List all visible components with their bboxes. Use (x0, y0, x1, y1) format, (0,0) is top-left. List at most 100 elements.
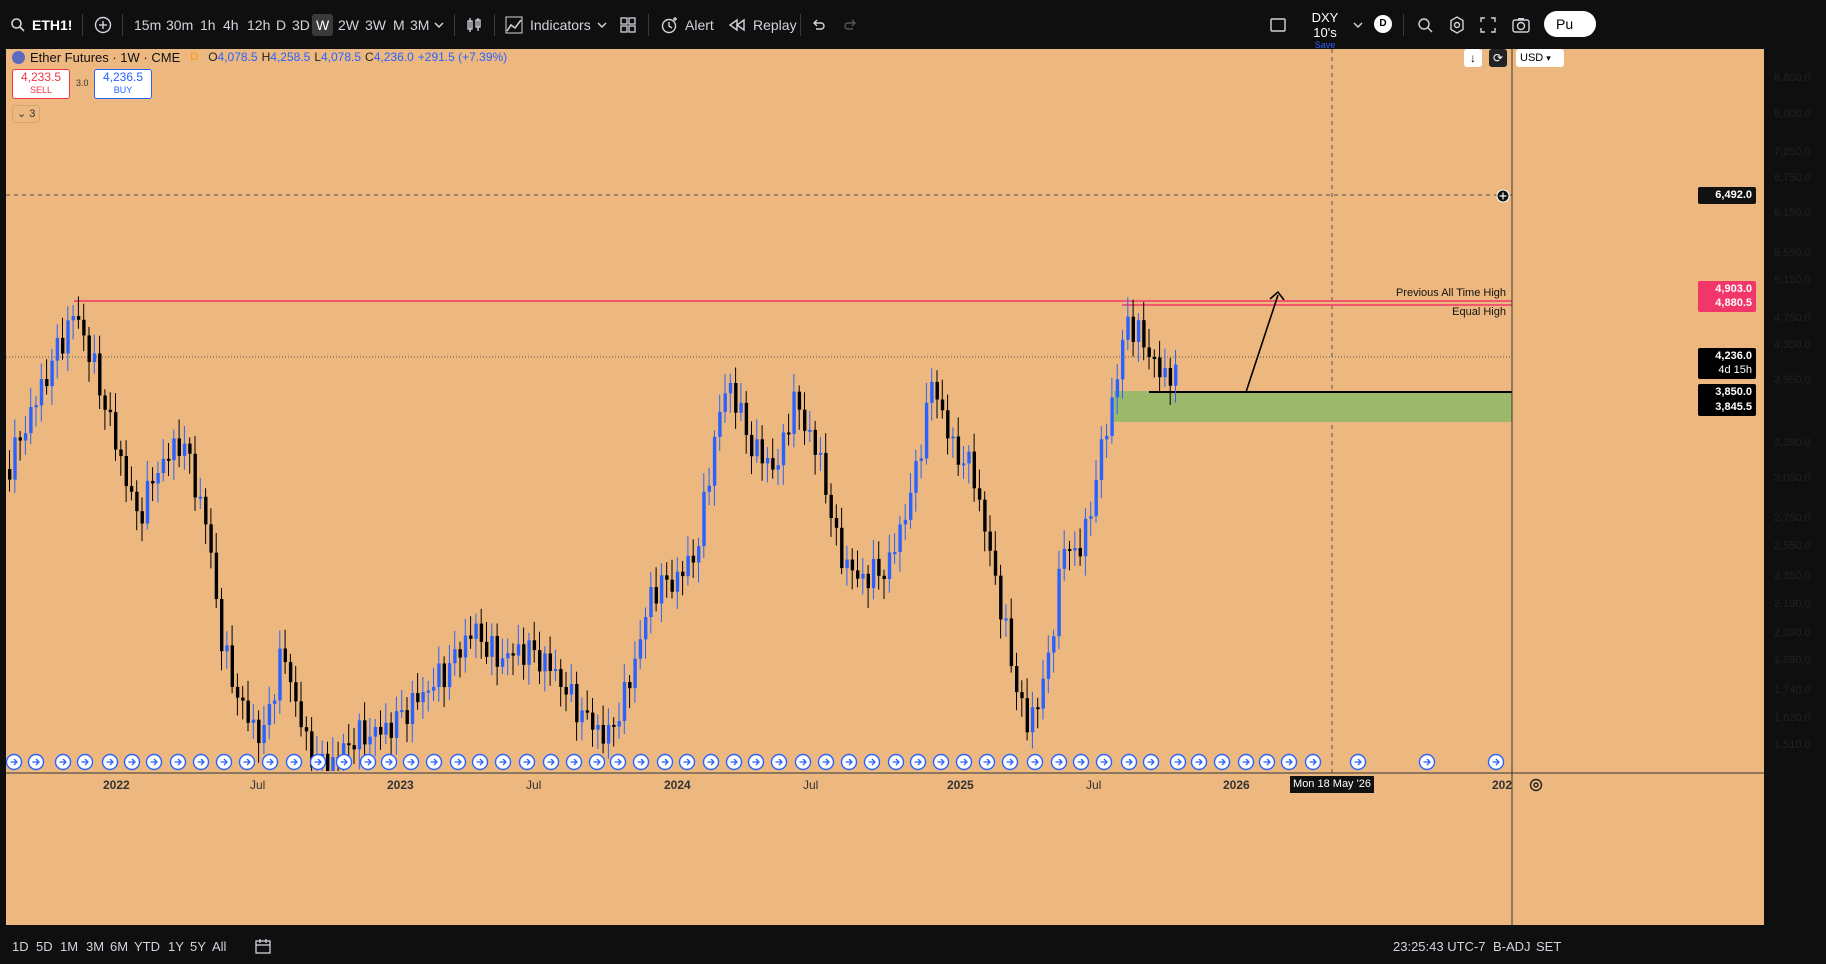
support-top-label: 3,850.0 (1698, 384, 1756, 401)
event-arrowhead-icon (895, 758, 900, 766)
chevron-down-icon (1353, 21, 1363, 28)
candle-body (893, 552, 897, 555)
range-6m[interactable]: 6M (110, 939, 129, 954)
open-value: 4,078.5 (217, 50, 258, 64)
replay-button[interactable]: Replay (728, 0, 797, 49)
quick-search-button[interactable] (1416, 0, 1434, 49)
range-ytd[interactable]: YTD (134, 939, 160, 954)
candle-body (707, 485, 711, 492)
goto-date-button[interactable] (255, 938, 271, 956)
candle-body (606, 724, 611, 744)
candle-body (967, 451, 971, 464)
annotation-previous-ath: Previous All Time High (1396, 287, 1506, 299)
sell-button[interactable]: 4,233.5 SELL (12, 69, 70, 99)
event-arrowhead-icon (317, 758, 322, 766)
candle-body (357, 720, 362, 750)
currency-select[interactable]: USD ▾ (1516, 49, 1564, 67)
arrow-down-icon: ↓ (1470, 51, 1476, 65)
indicators-button[interactable]: Indicators (505, 0, 591, 49)
candle-body (834, 517, 839, 528)
timeframe-4h[interactable]: 4h (223, 17, 239, 33)
timeframe-2w[interactable]: 2W (338, 17, 359, 33)
publish-button[interactable]: Pu (1544, 11, 1596, 37)
avatar[interactable]: D (1374, 15, 1392, 33)
redo-button[interactable] (843, 0, 859, 49)
timeframe-3m[interactable]: 3M (410, 17, 430, 33)
legend-title[interactable]: Ether Futures · 1W · CME (30, 49, 181, 65)
range-1d[interactable]: 1D (12, 939, 29, 954)
candle-body (612, 724, 616, 727)
chart-settings-button[interactable] (1528, 777, 1546, 795)
timeframe-30m[interactable]: 30m (166, 17, 194, 33)
layout-dropdown[interactable] (1352, 0, 1364, 49)
price-tick: 6,150.0 (1774, 207, 1811, 219)
range-3m[interactable]: 3M (86, 939, 105, 954)
timeframe-d[interactable]: D (276, 17, 287, 33)
candle-body (750, 434, 754, 457)
event-arrowhead-icon (802, 758, 807, 766)
candle-body (225, 645, 229, 652)
indicators-label: Indicators (530, 16, 591, 33)
candle-body (882, 575, 886, 580)
sell-price: 4,233.5 (20, 70, 62, 84)
symbol-search[interactable]: ETH1! (10, 0, 72, 49)
candle-body (463, 635, 468, 658)
timeframe-1h[interactable]: 1h (200, 17, 216, 33)
timeframe-w[interactable]: W (312, 14, 334, 36)
chart-type-button[interactable] (465, 0, 483, 49)
templates-button[interactable] (620, 0, 636, 49)
fullscreen-button[interactable] (1480, 0, 1496, 49)
timeframe-12h[interactable]: 12h (247, 17, 271, 33)
gear-icon (1529, 778, 1543, 792)
candle-body (516, 644, 521, 656)
event-arrowhead-icon (940, 758, 945, 766)
candle-body (935, 381, 939, 400)
settings-button[interactable] (1448, 0, 1466, 49)
timeframe-15m[interactable]: 15m (134, 17, 162, 33)
candle-body (1062, 548, 1067, 569)
buy-label: BUY (113, 85, 133, 95)
session-toggle[interactable]: SET (1536, 939, 1562, 954)
range-5d[interactable]: 5D (36, 939, 53, 954)
buy-button[interactable]: 4,236.5 BUY (94, 69, 152, 99)
compare-button[interactable] (94, 0, 112, 49)
event-arrowhead-icon (1426, 758, 1431, 766)
candle-body (177, 438, 181, 456)
auto-scale-button[interactable]: ⟳ (1489, 49, 1507, 67)
undo-icon (813, 19, 825, 30)
candle-body (474, 623, 478, 639)
event-arrowhead-icon (13, 758, 18, 766)
range-1y[interactable]: 1Y (168, 939, 184, 954)
undo-button[interactable] (810, 0, 826, 49)
layout-name-button[interactable]: DXY 10's Save (1300, 10, 1350, 50)
chart-pane[interactable]: Previous All Time High Equal High Ether … (6, 49, 1811, 925)
candle-body (622, 682, 627, 722)
scroll-down-button[interactable]: ↓ (1464, 49, 1482, 67)
timeframe-dropdown[interactable] (433, 0, 445, 49)
adjustment-toggle[interactable]: B-ADJ (1493, 939, 1531, 954)
range-1m[interactable]: 1M (60, 939, 79, 954)
timeframe-3d[interactable]: 3D (292, 17, 310, 33)
range-all[interactable]: All (212, 939, 227, 954)
range-5y[interactable]: 5Y (190, 939, 206, 954)
candle-body (76, 316, 81, 320)
clock-timezone[interactable]: 23:25:43 UTC-7 (1393, 939, 1486, 954)
candle-body (840, 527, 844, 569)
candle-body (18, 437, 22, 441)
alert-button[interactable]: Alert (660, 0, 714, 49)
add-alert-icon[interactable] (1496, 189, 1510, 203)
candle-body (198, 496, 203, 499)
layout-button[interactable] (1269, 0, 1287, 49)
price-chart[interactable]: Previous All Time High Equal High (6, 49, 1764, 925)
event-arrowhead-icon (1312, 758, 1317, 766)
event-arrowhead-icon (200, 758, 205, 766)
candle-body (818, 452, 823, 455)
candle-body (1110, 397, 1114, 436)
indicators-dropdown[interactable] (596, 0, 608, 49)
indicators-collapse-toggle[interactable]: ⌄ 3 (12, 105, 41, 123)
event-arrowhead-icon (1266, 758, 1271, 766)
screenshot-button[interactable] (1512, 0, 1530, 49)
timeframe-3w[interactable]: 3W (365, 17, 386, 33)
timeframe-m[interactable]: M (393, 17, 405, 33)
candle-body (341, 743, 346, 761)
